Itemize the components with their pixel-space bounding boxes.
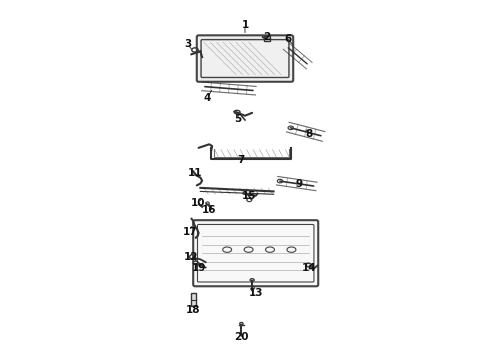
FancyBboxPatch shape [197,35,293,82]
Text: 14: 14 [302,262,317,273]
Bar [191,293,196,306]
Text: 13: 13 [248,288,263,297]
Text: 15: 15 [241,191,256,201]
Text: 19: 19 [192,262,206,273]
Text: 11: 11 [188,168,202,178]
Ellipse shape [240,322,243,325]
Ellipse shape [250,279,254,282]
Text: 2: 2 [263,32,270,42]
Text: 9: 9 [295,179,302,189]
Text: 18: 18 [186,305,200,315]
Text: 16: 16 [202,205,217,215]
Text: 4: 4 [204,93,211,103]
Text: 20: 20 [234,332,249,342]
Text: 1: 1 [242,19,248,30]
Text: 17: 17 [182,227,197,237]
Bar [264,36,270,41]
Text: 3: 3 [184,39,192,49]
Text: 5: 5 [234,114,242,124]
Text: 6: 6 [284,34,292,44]
Text: 8: 8 [306,129,313,139]
Text: 7: 7 [238,156,245,165]
FancyBboxPatch shape [193,220,318,286]
Text: 10: 10 [191,198,206,208]
Text: 12: 12 [184,252,198,262]
